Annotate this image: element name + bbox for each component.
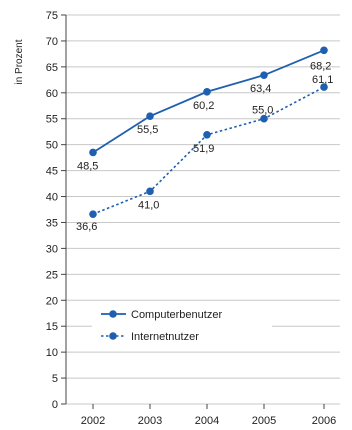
data-label: 68,2 [310, 60, 331, 72]
data-point [320, 46, 328, 55]
data-point [260, 114, 268, 123]
y-axis-title: in Prozent [14, 39, 25, 84]
data-point [146, 187, 154, 196]
data-point [146, 112, 154, 120]
legend-item: Internetnutzer [101, 331, 199, 343]
y-tick-label: 35 [46, 217, 58, 229]
y-tick-label: 30 [46, 243, 58, 255]
y-tick-label: 65 [46, 62, 58, 74]
series-1: 48,5 55,5 60,2 63,4 68,2 [77, 46, 331, 172]
y-tick-label: 45 [46, 166, 58, 178]
data-label: 60,2 [193, 100, 214, 112]
legend-item: Computerbenutzer [101, 309, 222, 321]
data-label: 51,9 [193, 143, 214, 155]
x-tick-label: 2003 [138, 415, 162, 427]
data-label: 36,6 [76, 221, 97, 233]
data-point [89, 148, 97, 157]
y-tick-label: 25 [46, 269, 58, 281]
legend-marker [109, 332, 117, 340]
x-tick-label: 2002 [81, 415, 105, 427]
data-label: 41,0 [138, 199, 159, 211]
series-2: 36,6 41,0 51,9 55,0 61,1 [76, 74, 333, 233]
data-point [320, 83, 328, 91]
data-point [260, 71, 268, 79]
legend-marker [109, 310, 117, 318]
x-tick-label: 2004 [195, 415, 219, 427]
y-tick-label: 70 [46, 36, 58, 48]
grid-lines [66, 14, 340, 405]
legend-label: Internetnutzer [131, 331, 199, 343]
data-label: 55,5 [137, 124, 158, 136]
y-tick-label: 60 [46, 88, 58, 100]
y-axis: 0 5 10 15 20 25 30 35 40 45 50 55 60 65 70 75 [46, 10, 67, 411]
data-point [89, 210, 97, 218]
x-axis: 2002 2003 2004 2005 2006 [81, 404, 336, 427]
data-label: 48,5 [77, 160, 98, 172]
y-tick-label: 40 [46, 192, 58, 204]
data-label: 55,0 [252, 105, 273, 117]
legend: Computerbenutzer Internetnutzer [101, 309, 222, 343]
series-layer: 48,5 55,5 60,2 63,4 68,2 36,6 41,0 51,9 55,0 61,1 [76, 46, 333, 233]
y-tick-label: 55 [46, 114, 58, 126]
data-point [203, 131, 211, 139]
y-tick-label: 0 [52, 399, 58, 411]
y-tick-label: 5 [52, 373, 58, 385]
y-tick-label: 50 [46, 140, 58, 152]
y-tick-label: 15 [46, 321, 58, 333]
data-label: 61,1 [312, 74, 333, 86]
data-label: 63,4 [250, 83, 271, 95]
y-tick-label: 75 [46, 10, 58, 22]
y-tick-label: 20 [46, 295, 58, 307]
y-tick-label: 10 [46, 347, 58, 359]
x-tick-label: 2005 [252, 415, 276, 427]
data-point [203, 87, 211, 96]
legend-label: Computerbenutzer [131, 309, 222, 321]
x-tick-label: 2006 [312, 415, 336, 427]
